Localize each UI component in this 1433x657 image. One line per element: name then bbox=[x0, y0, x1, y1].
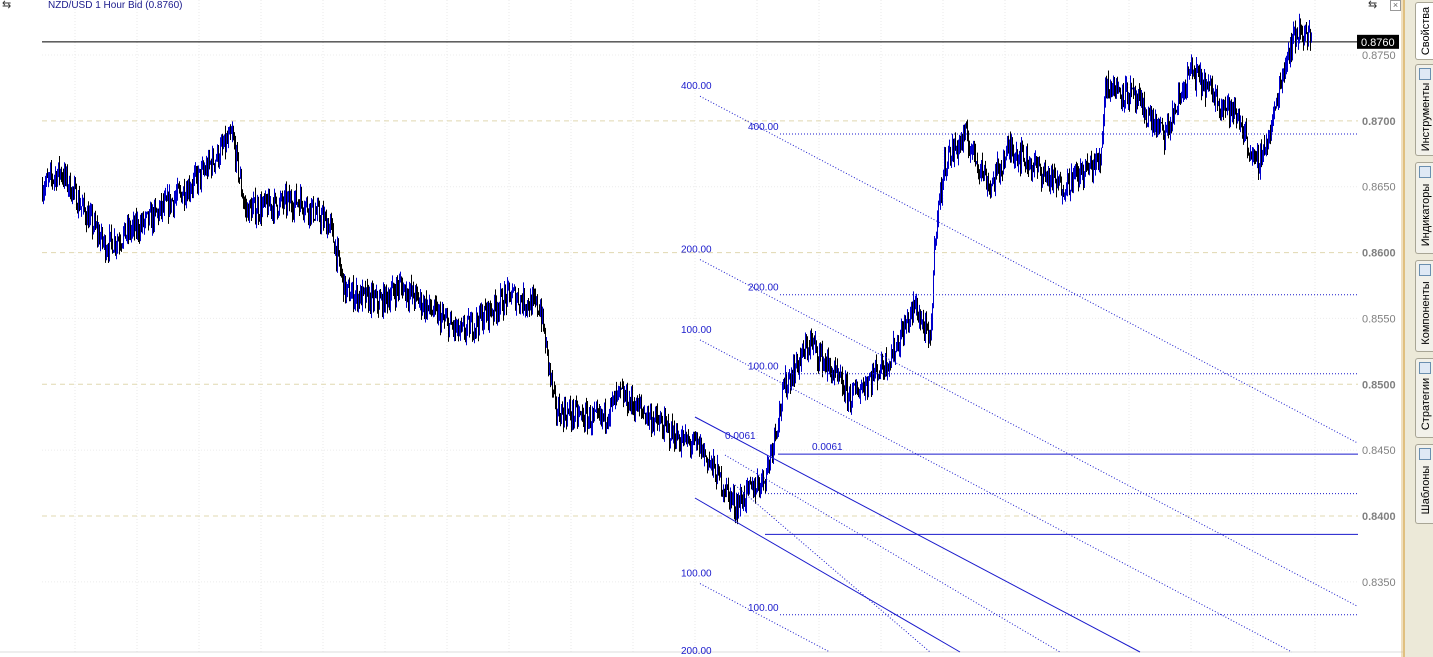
fan-label: 100.00 bbox=[681, 569, 712, 580]
sidebar-tab-3[interactable]: Компоненты bbox=[1415, 260, 1433, 352]
level-label: 200.00 bbox=[748, 283, 779, 294]
current-price-badge bbox=[1357, 34, 1399, 49]
templates-icon bbox=[1419, 448, 1431, 460]
sidebar-tab-label: Инструменты bbox=[1419, 82, 1432, 152]
sidebar-tab-label: Компоненты bbox=[1419, 281, 1432, 345]
channel-mid-line bbox=[734, 484, 931, 653]
sidebar-tab-1[interactable]: Инструменты bbox=[1415, 64, 1433, 156]
current-price-label: 0.8760 bbox=[1361, 37, 1395, 49]
fan-label: 400.00 bbox=[681, 81, 712, 92]
y-tick-label: 0.8700 bbox=[1362, 116, 1396, 128]
y-tick-label: 0.8750 bbox=[1362, 50, 1396, 62]
level-label: 400.00 bbox=[748, 122, 779, 133]
sidebar-tab-0[interactable]: Свойства bbox=[1415, 2, 1433, 60]
y-tick-label: 0.8650 bbox=[1362, 182, 1396, 194]
fan-line bbox=[699, 339, 1293, 653]
sidebar-tab-label: Шаблоны bbox=[1419, 465, 1432, 515]
channel-label: 0.0061 bbox=[725, 431, 756, 442]
channel-line bbox=[694, 497, 961, 653]
y-tick-label: 0.8450 bbox=[1362, 445, 1396, 457]
sidebar-tab-label: Свойства bbox=[1419, 6, 1432, 56]
chart-arrange-icon[interactable]: ⇆ bbox=[2, 0, 12, 11]
fan-line bbox=[699, 95, 1359, 444]
fan-line bbox=[699, 259, 1359, 608]
y-tick-label: 0.8600 bbox=[1362, 248, 1396, 260]
level-label: 100.00 bbox=[748, 603, 779, 614]
level-label: 100.00 bbox=[748, 362, 779, 373]
y-tick-label: 0.8550 bbox=[1362, 313, 1396, 325]
channel-line bbox=[694, 416, 1141, 653]
level-label: 0.0061 bbox=[812, 442, 843, 453]
sidebar-tab-4[interactable]: Стратегии bbox=[1415, 358, 1433, 438]
right-sidebar: Свойства Инструменты Индикаторы Компоненты С… bbox=[1403, 0, 1433, 657]
instruments-icon bbox=[1419, 68, 1431, 80]
components-icon bbox=[1419, 264, 1431, 276]
fan-label: 200.00 bbox=[681, 646, 712, 657]
chart-arrange-icon-right[interactable]: ⇆ bbox=[1368, 0, 1378, 11]
strategies-icon bbox=[1419, 362, 1431, 374]
channel-mid-line bbox=[724, 454, 1061, 653]
fan-label: 100.00 bbox=[681, 325, 712, 336]
chart-title: NZD/USD 1 Hour Bid (0.8760) bbox=[48, 0, 183, 11]
y-tick-label: 0.8350 bbox=[1362, 577, 1396, 589]
fan-line bbox=[699, 583, 830, 653]
indicators-icon bbox=[1419, 166, 1431, 178]
close-icon[interactable]: × bbox=[1390, 0, 1401, 11]
fan-label: 200.00 bbox=[681, 245, 712, 256]
y-tick-label: 0.8500 bbox=[1362, 379, 1396, 391]
sidebar-tab-5[interactable]: Шаблоны bbox=[1415, 444, 1433, 524]
sidebar-tab-label: Стратегии bbox=[1419, 378, 1432, 431]
y-tick-label: 0.8400 bbox=[1362, 511, 1396, 523]
sidebar-tab-label: Индикаторы bbox=[1419, 183, 1432, 247]
sidebar-tab-2[interactable]: Индикаторы bbox=[1415, 162, 1433, 254]
price-chart[interactable]: 0.8750 0.8700 0.8650 0.8600 0.8550 0.8500 0.84… bbox=[0, 0, 1403, 657]
